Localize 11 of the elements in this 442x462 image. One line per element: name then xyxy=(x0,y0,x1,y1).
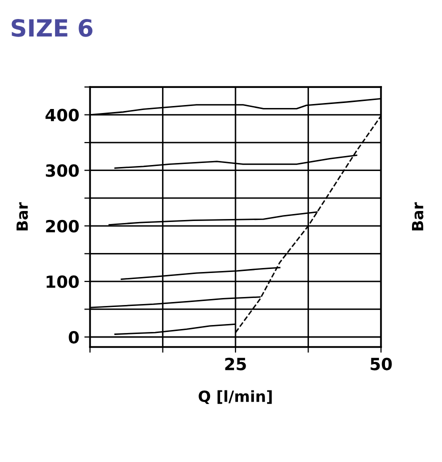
chart-title: SIZE 6 xyxy=(12,18,92,37)
y2-axis-title: Bar xyxy=(412,202,424,230)
y-tick-label: 100 xyxy=(46,275,79,288)
y-axis-title: Bar xyxy=(16,202,28,230)
y-tick-label: 300 xyxy=(46,164,79,177)
x-tick-label: 25 xyxy=(225,358,246,370)
x-axis-title: Q [l/min] xyxy=(198,390,272,404)
x-tick-label: 50 xyxy=(370,358,392,370)
y-tick-label: 200 xyxy=(46,220,79,232)
y-tick-label: 400 xyxy=(46,108,79,122)
y-tick-label: 0 xyxy=(68,330,79,344)
